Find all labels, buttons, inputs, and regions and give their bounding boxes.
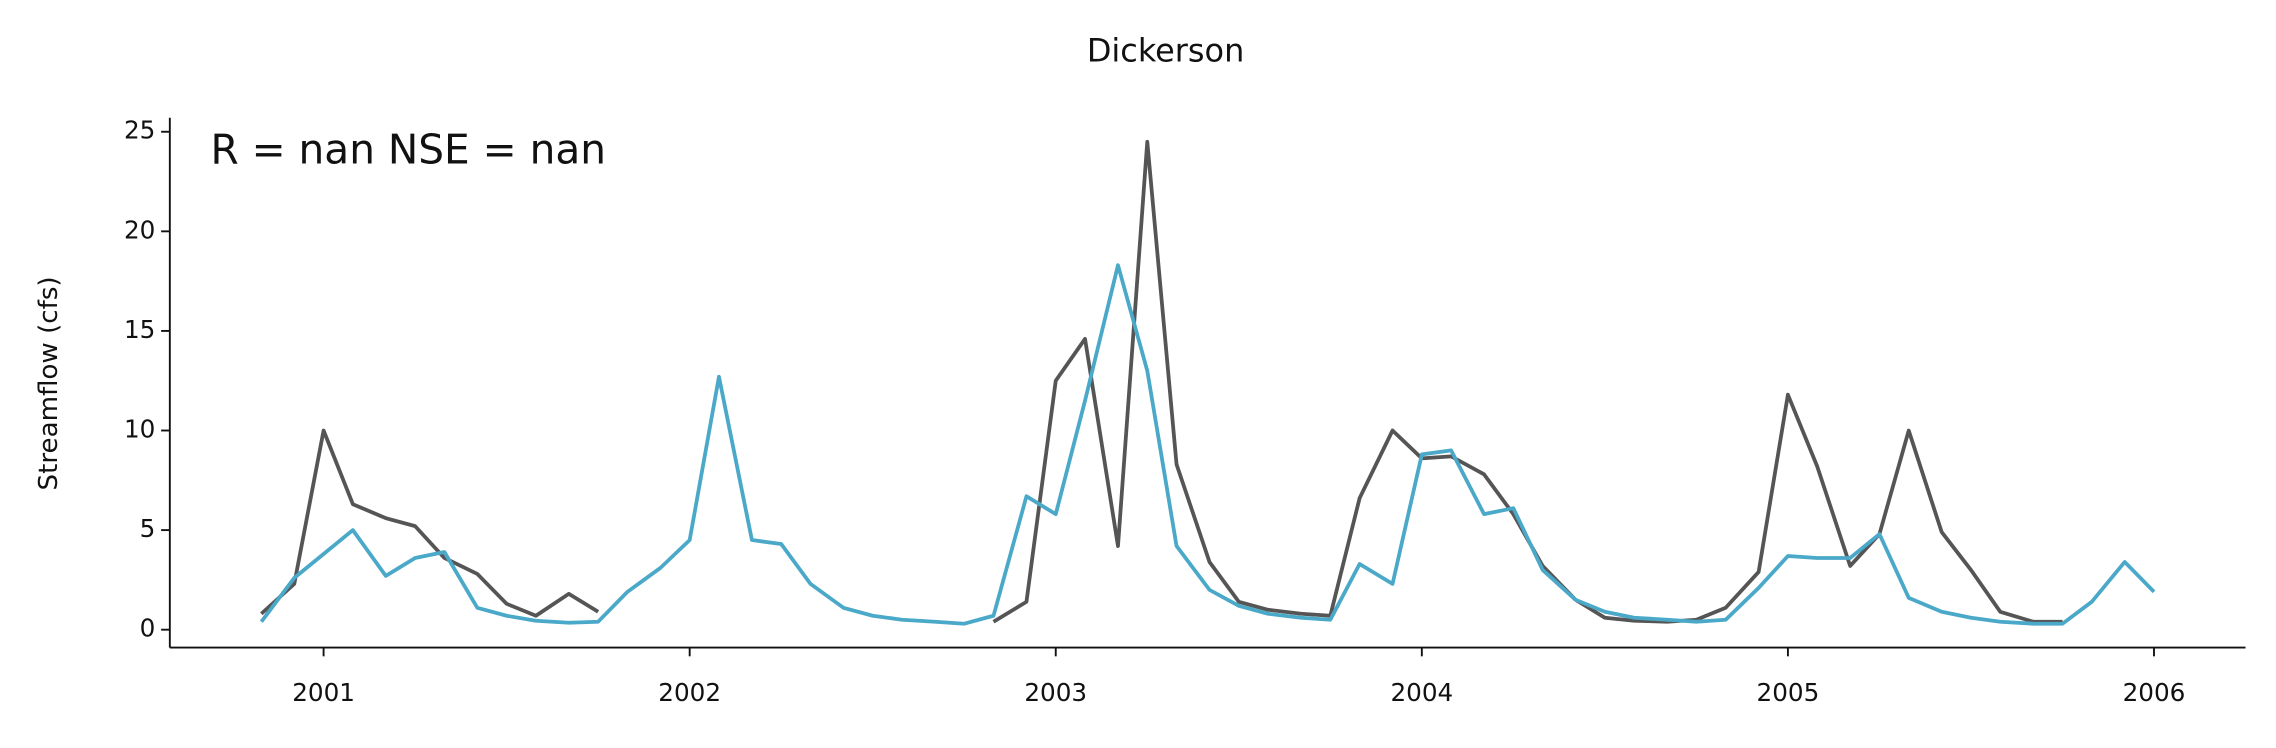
x-tick-label: 2005 bbox=[1757, 678, 1820, 707]
x-tick-label: 2003 bbox=[1024, 678, 1087, 707]
x-tick-label: 2006 bbox=[2123, 678, 2186, 707]
series-line bbox=[259, 263, 2156, 626]
x-tick-label: 2004 bbox=[1390, 678, 1453, 707]
y-tick-label: 15 bbox=[124, 315, 155, 344]
x-tick-label: 2001 bbox=[292, 678, 355, 707]
y-tick-label: 0 bbox=[140, 614, 156, 643]
x-tick-label: 2002 bbox=[658, 678, 721, 707]
y-tick-label: 10 bbox=[124, 415, 155, 444]
y-tick-label: 20 bbox=[124, 215, 155, 244]
y-axis-label: Streamflow (cfs) bbox=[34, 276, 64, 490]
series-line bbox=[260, 139, 2063, 624]
annotation: R = nan NSE = nan bbox=[210, 126, 606, 174]
y-tick-label: 25 bbox=[124, 116, 155, 145]
chart-title: Dickerson bbox=[1087, 31, 1245, 69]
y-tick-label: 5 bbox=[140, 514, 156, 543]
